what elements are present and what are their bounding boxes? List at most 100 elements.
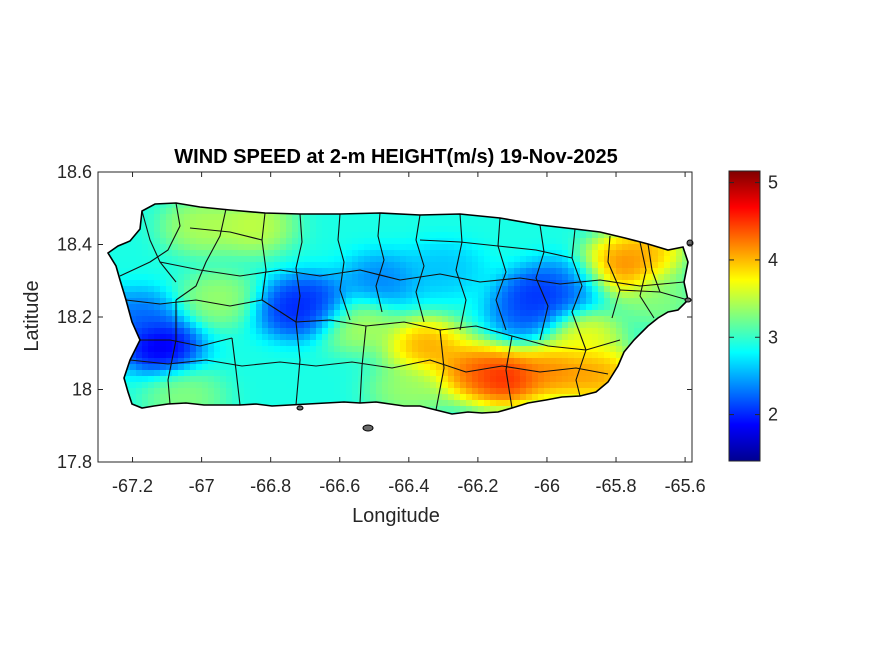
heat-cell [436, 262, 443, 269]
heat-cell [340, 238, 347, 245]
heat-cell [406, 358, 413, 365]
heat-cell [208, 316, 215, 323]
heat-cell [196, 376, 203, 383]
heat-cell [256, 304, 263, 311]
heat-cell [136, 232, 143, 239]
heat-cell [214, 280, 221, 287]
heat-cell [304, 226, 311, 233]
heat-cell [190, 286, 197, 293]
heat-cell [136, 322, 143, 329]
heat-cell [154, 334, 161, 341]
heat-cell [394, 250, 401, 257]
heat-cell [472, 244, 479, 251]
heat-cell [412, 244, 419, 251]
heat-cell [142, 328, 149, 335]
heat-cell [202, 304, 209, 311]
heat-cell [178, 382, 185, 389]
heat-cell [490, 298, 497, 305]
heat-cell [190, 346, 197, 353]
heat-cell [562, 376, 569, 383]
heat-cell [292, 352, 299, 359]
heat-cell [526, 376, 533, 383]
heat-cell [538, 280, 545, 287]
islets [296, 239, 694, 432]
heat-cell [352, 370, 359, 377]
heat-cell [220, 280, 227, 287]
heat-cell [514, 220, 521, 227]
heat-cell [250, 340, 257, 347]
heat-cell [268, 340, 275, 347]
heat-cell [436, 406, 443, 413]
heat-cell [172, 244, 179, 251]
heat-cell [190, 304, 197, 311]
heat-cell [490, 262, 497, 269]
heat-cell [376, 286, 383, 293]
heat-cell [514, 310, 521, 317]
heat-cell [286, 226, 293, 233]
heat-cell [604, 286, 611, 293]
heat-cell [538, 310, 545, 317]
heat-cell [370, 358, 377, 365]
heat-cell [364, 328, 371, 335]
heat-cell [448, 298, 455, 305]
heat-cell [622, 268, 629, 275]
heat-cell [556, 268, 563, 275]
heat-cell [262, 376, 269, 383]
heat-cell [124, 298, 131, 305]
heat-cell [592, 280, 599, 287]
x-tick-label: -65.8 [596, 476, 637, 496]
heat-cell [424, 274, 431, 281]
heat-cell [108, 250, 113, 257]
heat-cell [436, 220, 443, 227]
heat-cell [322, 376, 329, 383]
heat-cell [166, 310, 173, 317]
heat-cell [250, 400, 257, 407]
heat-cell [214, 394, 221, 401]
heat-cell [286, 220, 293, 227]
heat-cell [604, 316, 611, 323]
heat-cell [646, 256, 653, 263]
heat-cell [580, 334, 587, 341]
heat-cell [490, 226, 497, 233]
heat-cell [526, 358, 533, 365]
heat-cell [190, 214, 197, 221]
heat-cell [490, 286, 497, 293]
heat-cell [268, 376, 275, 383]
heat-cell [634, 262, 641, 269]
heat-cell [412, 376, 419, 383]
heat-cell [460, 358, 467, 365]
heat-cell [424, 310, 431, 317]
heat-cell [238, 370, 245, 377]
heat-cell [142, 310, 149, 317]
heat-cell [172, 280, 179, 287]
heat-cell [472, 286, 479, 293]
heat-cell [634, 280, 641, 287]
heat-cell [406, 268, 413, 275]
heat-cell [142, 304, 149, 311]
heat-cell [202, 346, 209, 353]
heat-cell [262, 280, 269, 287]
heat-cell [220, 232, 227, 239]
heat-cell [580, 274, 587, 281]
heat-cell [484, 292, 491, 299]
heat-cell [364, 274, 371, 281]
heat-cell [238, 352, 245, 359]
heat-cell [412, 226, 419, 233]
heat-cell [358, 280, 365, 287]
heat-cell [496, 370, 503, 377]
heat-cell [274, 394, 281, 401]
islet [684, 297, 692, 303]
heat-cell [610, 334, 617, 341]
heat-cell [136, 292, 143, 299]
heat-cell [148, 388, 155, 395]
heat-cell [436, 298, 443, 305]
heat-cell [202, 214, 209, 221]
heat-cell [340, 340, 347, 347]
heat-cell [436, 244, 443, 251]
heat-cell [142, 352, 149, 359]
heat-cell [616, 238, 623, 245]
heat-cell [220, 400, 227, 407]
heat-cell [328, 328, 335, 335]
heat-cell [526, 316, 533, 323]
heat-cell [466, 370, 473, 377]
